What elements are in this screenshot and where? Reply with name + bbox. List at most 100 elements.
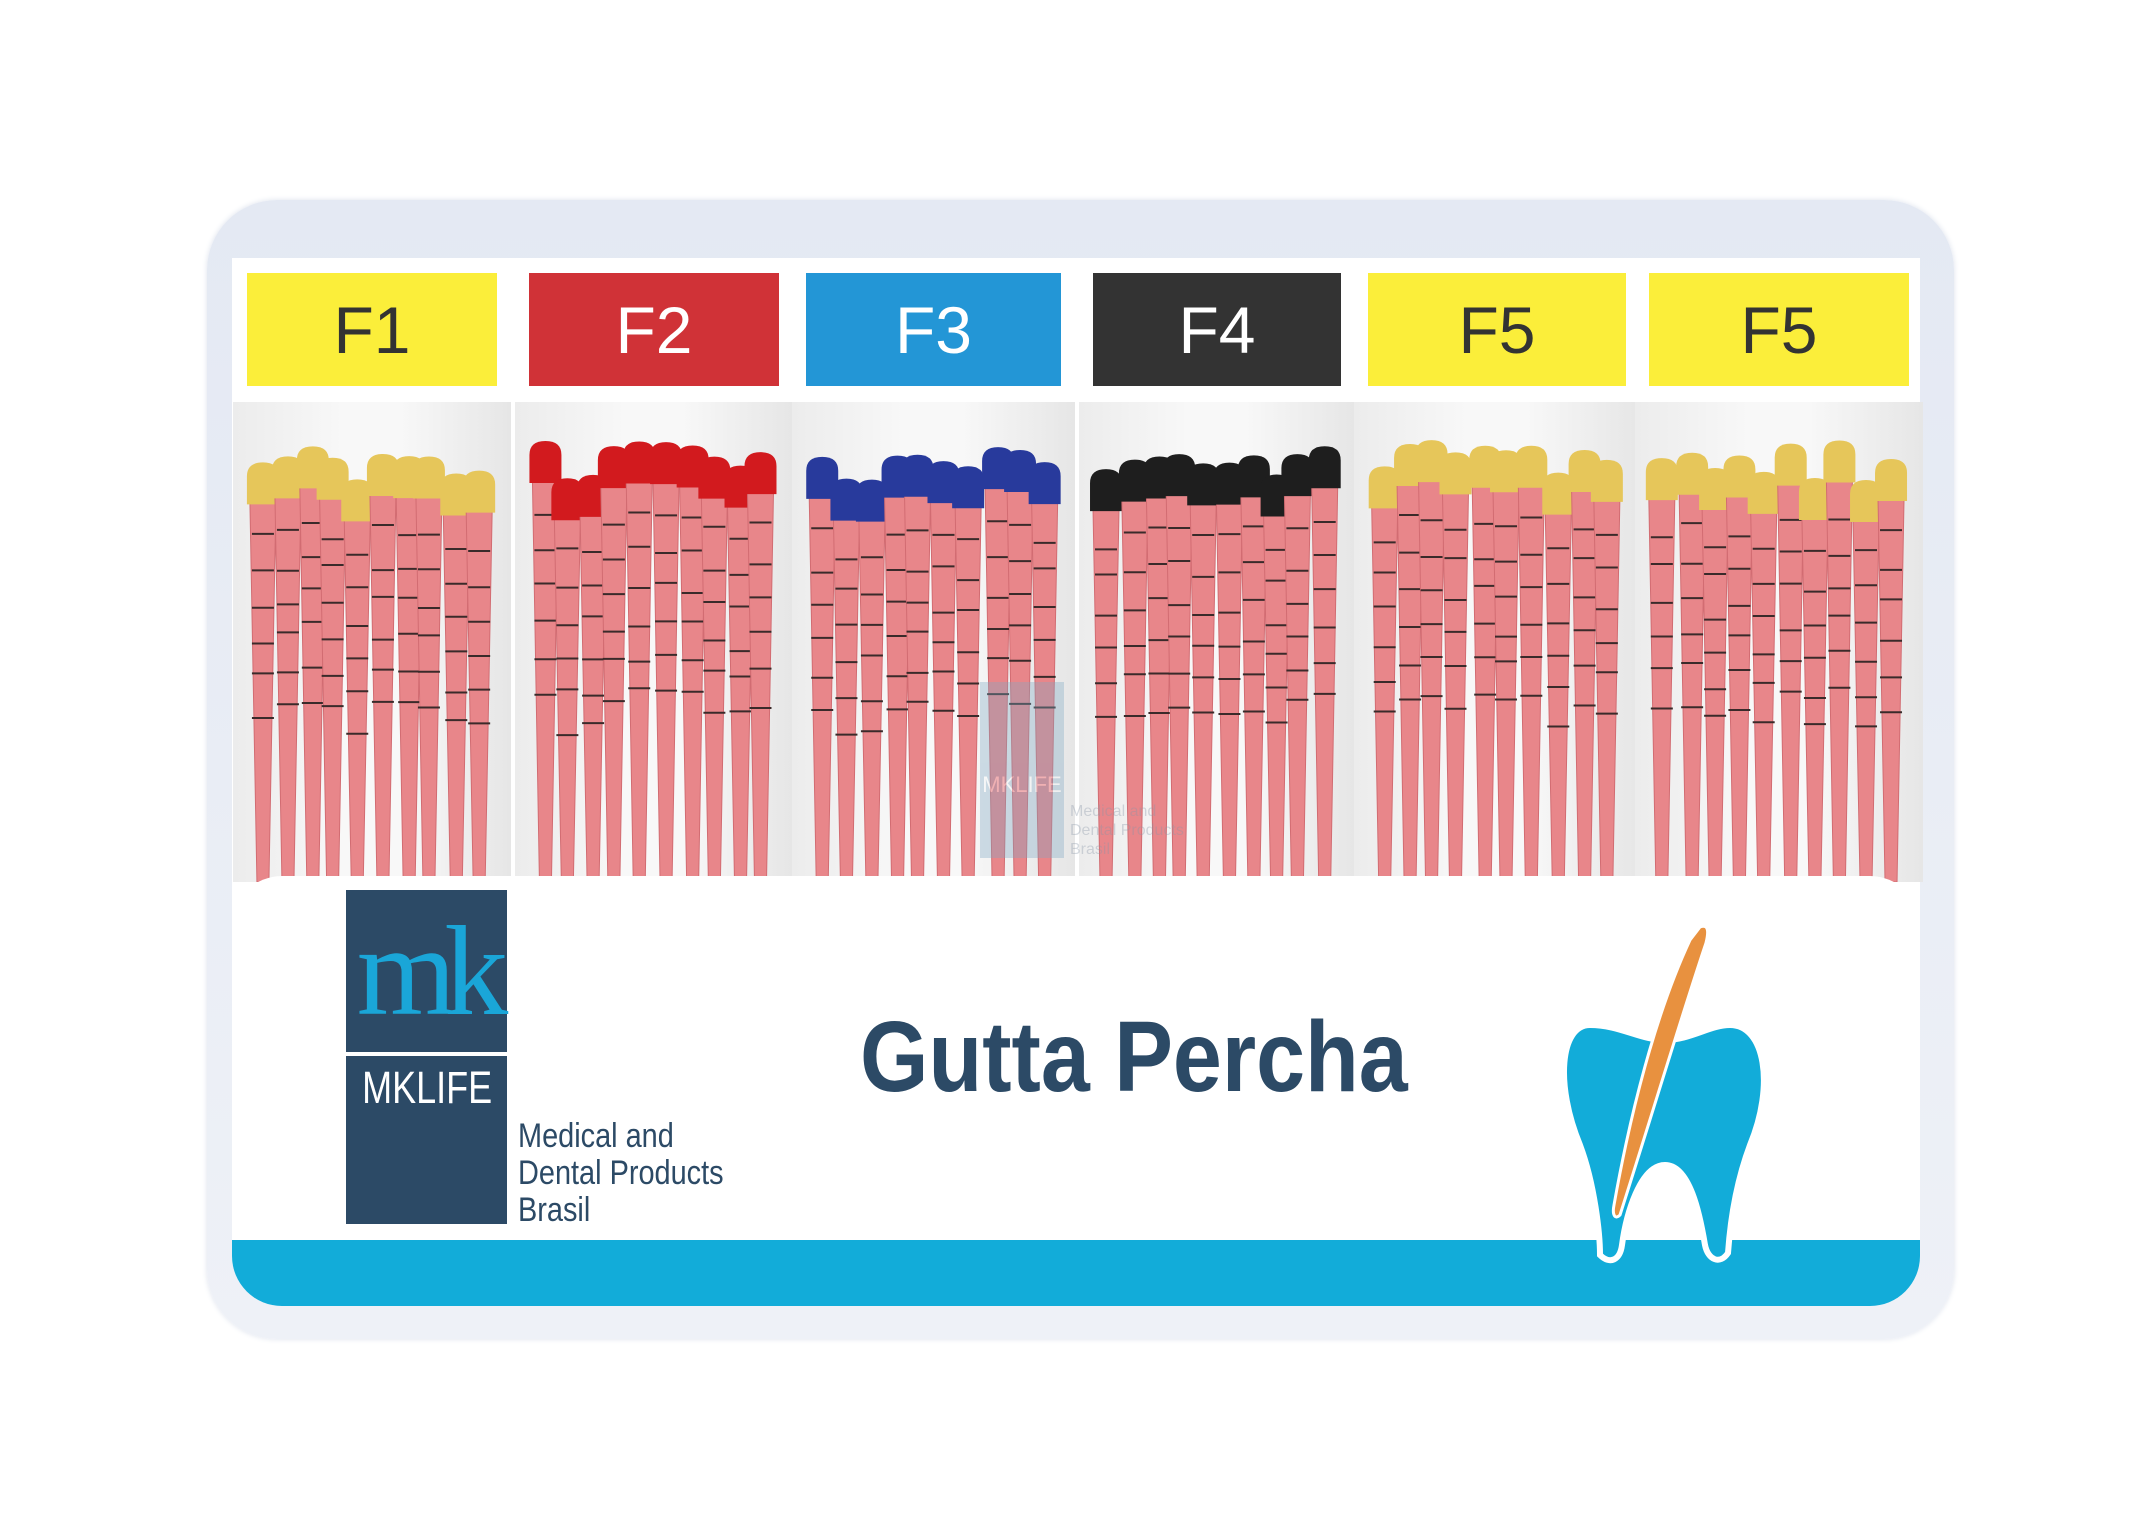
brand-tagline: Medical and Dental Products Brasil (518, 1118, 724, 1229)
gutta-percha-point (901, 454, 934, 882)
gutta-percha-point (1590, 459, 1623, 882)
gutta-percha-points (1090, 446, 1341, 882)
gutta-percha-point (1798, 477, 1831, 882)
colored-tip (1798, 477, 1831, 520)
colored-tip (1163, 454, 1196, 497)
gutta-percha-point (1875, 458, 1908, 882)
gutta-percha-point (1515, 445, 1548, 882)
colored-tip (1439, 452, 1472, 495)
size-label-f5: F5 (1368, 273, 1626, 386)
gutta-percha-points (529, 440, 777, 882)
gutta-percha-point (597, 446, 630, 882)
gutta-percha-point (1213, 462, 1246, 882)
gutta-percha-point (952, 466, 985, 882)
tagline-line: Medical and (518, 1117, 674, 1155)
brand-logo: mk MKLIFE (346, 890, 509, 1224)
colored-tip (744, 452, 777, 495)
colored-tip (1723, 455, 1756, 498)
colored-tip (1490, 450, 1523, 493)
gutta-percha-point (1163, 454, 1196, 882)
gutta-percha-point (1028, 462, 1061, 882)
gutta-percha-point (1542, 472, 1575, 882)
colored-tip (1213, 462, 1246, 505)
gutta-percha-point (366, 454, 399, 882)
gutta-percha-point (463, 470, 496, 882)
colored-tip (1118, 459, 1151, 502)
gutta-percha-point (1187, 463, 1220, 882)
colored-tip (1850, 479, 1883, 522)
gutta-percha-point (1823, 440, 1856, 882)
colored-tip (529, 440, 562, 483)
gutta-percha-point (529, 440, 562, 882)
colored-tip (855, 479, 888, 522)
gutta-percha-point (1439, 452, 1472, 882)
gutta-percha-point (623, 441, 656, 882)
tooth-icon (1561, 924, 1767, 1264)
colored-tip (1645, 458, 1678, 501)
size-label-f2: F2 (529, 273, 779, 386)
colored-tip (1774, 443, 1807, 486)
colored-tip (1590, 459, 1623, 502)
colored-tip (1281, 454, 1314, 497)
colored-tip (806, 456, 839, 499)
tagline-line: Dental Products (518, 1154, 724, 1192)
size-label-f4: F4 (1093, 273, 1341, 386)
gutta-percha-point (698, 456, 731, 882)
colored-tip (830, 478, 863, 521)
gutta-percha-point (341, 479, 374, 882)
gutta-percha-point (393, 456, 426, 882)
gutta-percha-point (1308, 446, 1341, 882)
tray-slot (515, 402, 793, 882)
gutta-percha-point (246, 462, 279, 882)
colored-tip (1747, 471, 1780, 514)
gutta-percha-point (676, 445, 709, 882)
gutta-percha-point (806, 456, 839, 882)
tray-slot (792, 402, 1075, 882)
gutta-percha-point (1676, 452, 1709, 882)
gutta-percha-point (1004, 450, 1037, 882)
colored-tip (698, 456, 731, 499)
gutta-percha-point (1611, 924, 1710, 1219)
gutta-percha-point (412, 456, 445, 882)
colored-tip (463, 470, 496, 513)
size-label-f3: F3 (806, 273, 1061, 386)
gutta-percha-point (1090, 469, 1123, 882)
gutta-percha-point (316, 457, 349, 882)
gutta-percha-point (1281, 454, 1314, 882)
tray-slot (1354, 402, 1640, 882)
colored-tip (1028, 462, 1061, 505)
logo-monogram: mk (356, 899, 509, 1042)
gutta-percha-points (806, 447, 1061, 882)
gutta-percha-point (1774, 443, 1807, 882)
tagline-line: Brasil (518, 1191, 591, 1229)
colored-tip (366, 454, 399, 497)
colored-tip (1515, 445, 1548, 488)
colored-tip (551, 478, 584, 521)
tray-slot (1079, 402, 1355, 882)
gutta-percha-point (551, 478, 584, 882)
gutta-percha-point (1747, 471, 1780, 882)
colored-tip (1308, 446, 1341, 489)
gutta-percha-point (1490, 450, 1523, 882)
gutta-percha-point (1723, 455, 1756, 882)
gutta-percha-points (246, 446, 496, 882)
colored-tip (901, 454, 934, 497)
gutta-percha-point (1699, 468, 1732, 882)
gutta-percha-point (855, 479, 888, 882)
colored-tip (927, 461, 960, 504)
gutta-percha-point (1850, 479, 1883, 882)
cyan-band (232, 1240, 1920, 1306)
product-title: Gutta Percha (860, 1001, 1408, 1113)
colored-tip (316, 457, 349, 500)
colored-tip (623, 441, 656, 484)
gutta-percha-point (1118, 459, 1151, 882)
colored-tip (246, 462, 279, 505)
gutta-percha-points (1645, 440, 1908, 882)
gutta-percha-point (830, 478, 863, 882)
gutta-percha-point (1645, 458, 1678, 882)
tray-slot (233, 402, 511, 882)
logo-name: MKLIFE (362, 1062, 493, 1113)
colored-tip (597, 446, 630, 489)
colored-tip (1875, 458, 1908, 501)
colored-tip (650, 442, 683, 485)
